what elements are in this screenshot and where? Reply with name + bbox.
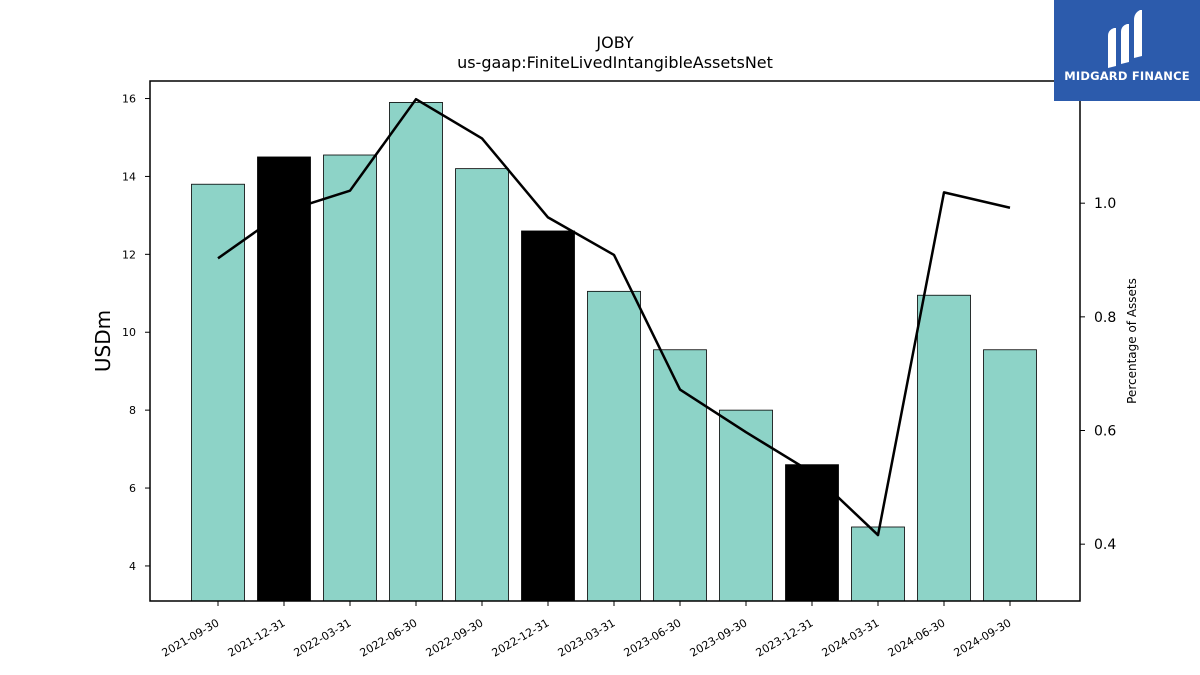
y-axis-label: USDm (91, 310, 115, 372)
bar-2024-03-31 (851, 526, 905, 602)
x-tick-label: 2021-09-30 (160, 616, 222, 659)
x-tick-label: 2023-09-30 (688, 616, 750, 659)
x-tick-label: 2021-12-31 (226, 616, 288, 659)
y-tick-label: 12 (122, 248, 136, 261)
y-axis-left: 4 6 8 10 12 14 16 (122, 93, 150, 573)
bar-2022-03-31 (323, 154, 377, 602)
y2-tick-label: 0.8 (1094, 310, 1116, 326)
x-tick-label: 2024-03-31 (820, 616, 882, 659)
bar-2023-03-31 (587, 290, 641, 602)
y-tick-label: 4 (129, 560, 136, 573)
bar-2024-09-30 (983, 349, 1037, 602)
y-axis-right: 0.4 0.6 0.8 1.0 (1080, 196, 1116, 553)
line-layer (217, 97, 1011, 537)
chart-subtitle: us-gaap:FiniteLivedIntangibleAssetsNet (457, 53, 773, 72)
x-tick-label: 2023-12-31 (754, 616, 816, 659)
bars (191, 102, 1037, 602)
x-tick-label: 2024-06-30 (886, 616, 948, 659)
bar-2023-09-30 (719, 409, 773, 602)
bar-2022-12-31 (521, 230, 575, 602)
x-tick-label: 2022-09-30 (424, 616, 486, 659)
plot-frame (149, 80, 1081, 602)
y-tick-label: 6 (129, 482, 136, 495)
bar-2021-12-31 (257, 156, 311, 602)
x-tick-label: 2022-12-31 (490, 616, 552, 659)
logo-text: MIDGARD FINANCE (1064, 69, 1190, 83)
brand-logo: MIDGARD FINANCE (1054, 0, 1200, 101)
x-tick-label: 2024-09-30 (952, 616, 1014, 659)
y2-tick-label: 0.4 (1094, 537, 1116, 553)
y-tick-label: 10 (122, 326, 136, 339)
y2-tick-label: 1.0 (1094, 196, 1116, 212)
bar-2022-06-30 (389, 102, 443, 602)
logo-mark-icon (1108, 10, 1142, 68)
x-tick-label: 2022-03-31 (292, 616, 354, 659)
y-tick-label: 14 (122, 170, 136, 183)
y2-axis-label: Percentage of Assets (1125, 278, 1139, 404)
x-tick-label: 2023-03-31 (556, 616, 618, 659)
x-tick-label: 2022-06-30 (358, 616, 420, 659)
y-tick-label: 16 (122, 93, 136, 106)
x-axis: 2021-09-30 2021-12-31 2022-03-31 2022-06-30… (160, 601, 1014, 660)
bar-2023-12-31 (785, 464, 839, 602)
bar-2021-09-30 (191, 183, 245, 602)
chart-title: JOBY (595, 33, 633, 52)
bar-2024-06-30 (917, 294, 971, 602)
percentage-line (217, 97, 1011, 537)
x-tick-label: 2023-06-30 (622, 616, 684, 659)
y-tick-label: 8 (129, 404, 136, 417)
bar-2022-09-30 (455, 168, 509, 602)
y2-tick-label: 0.6 (1094, 424, 1116, 440)
bar-2023-06-30 (653, 349, 707, 602)
